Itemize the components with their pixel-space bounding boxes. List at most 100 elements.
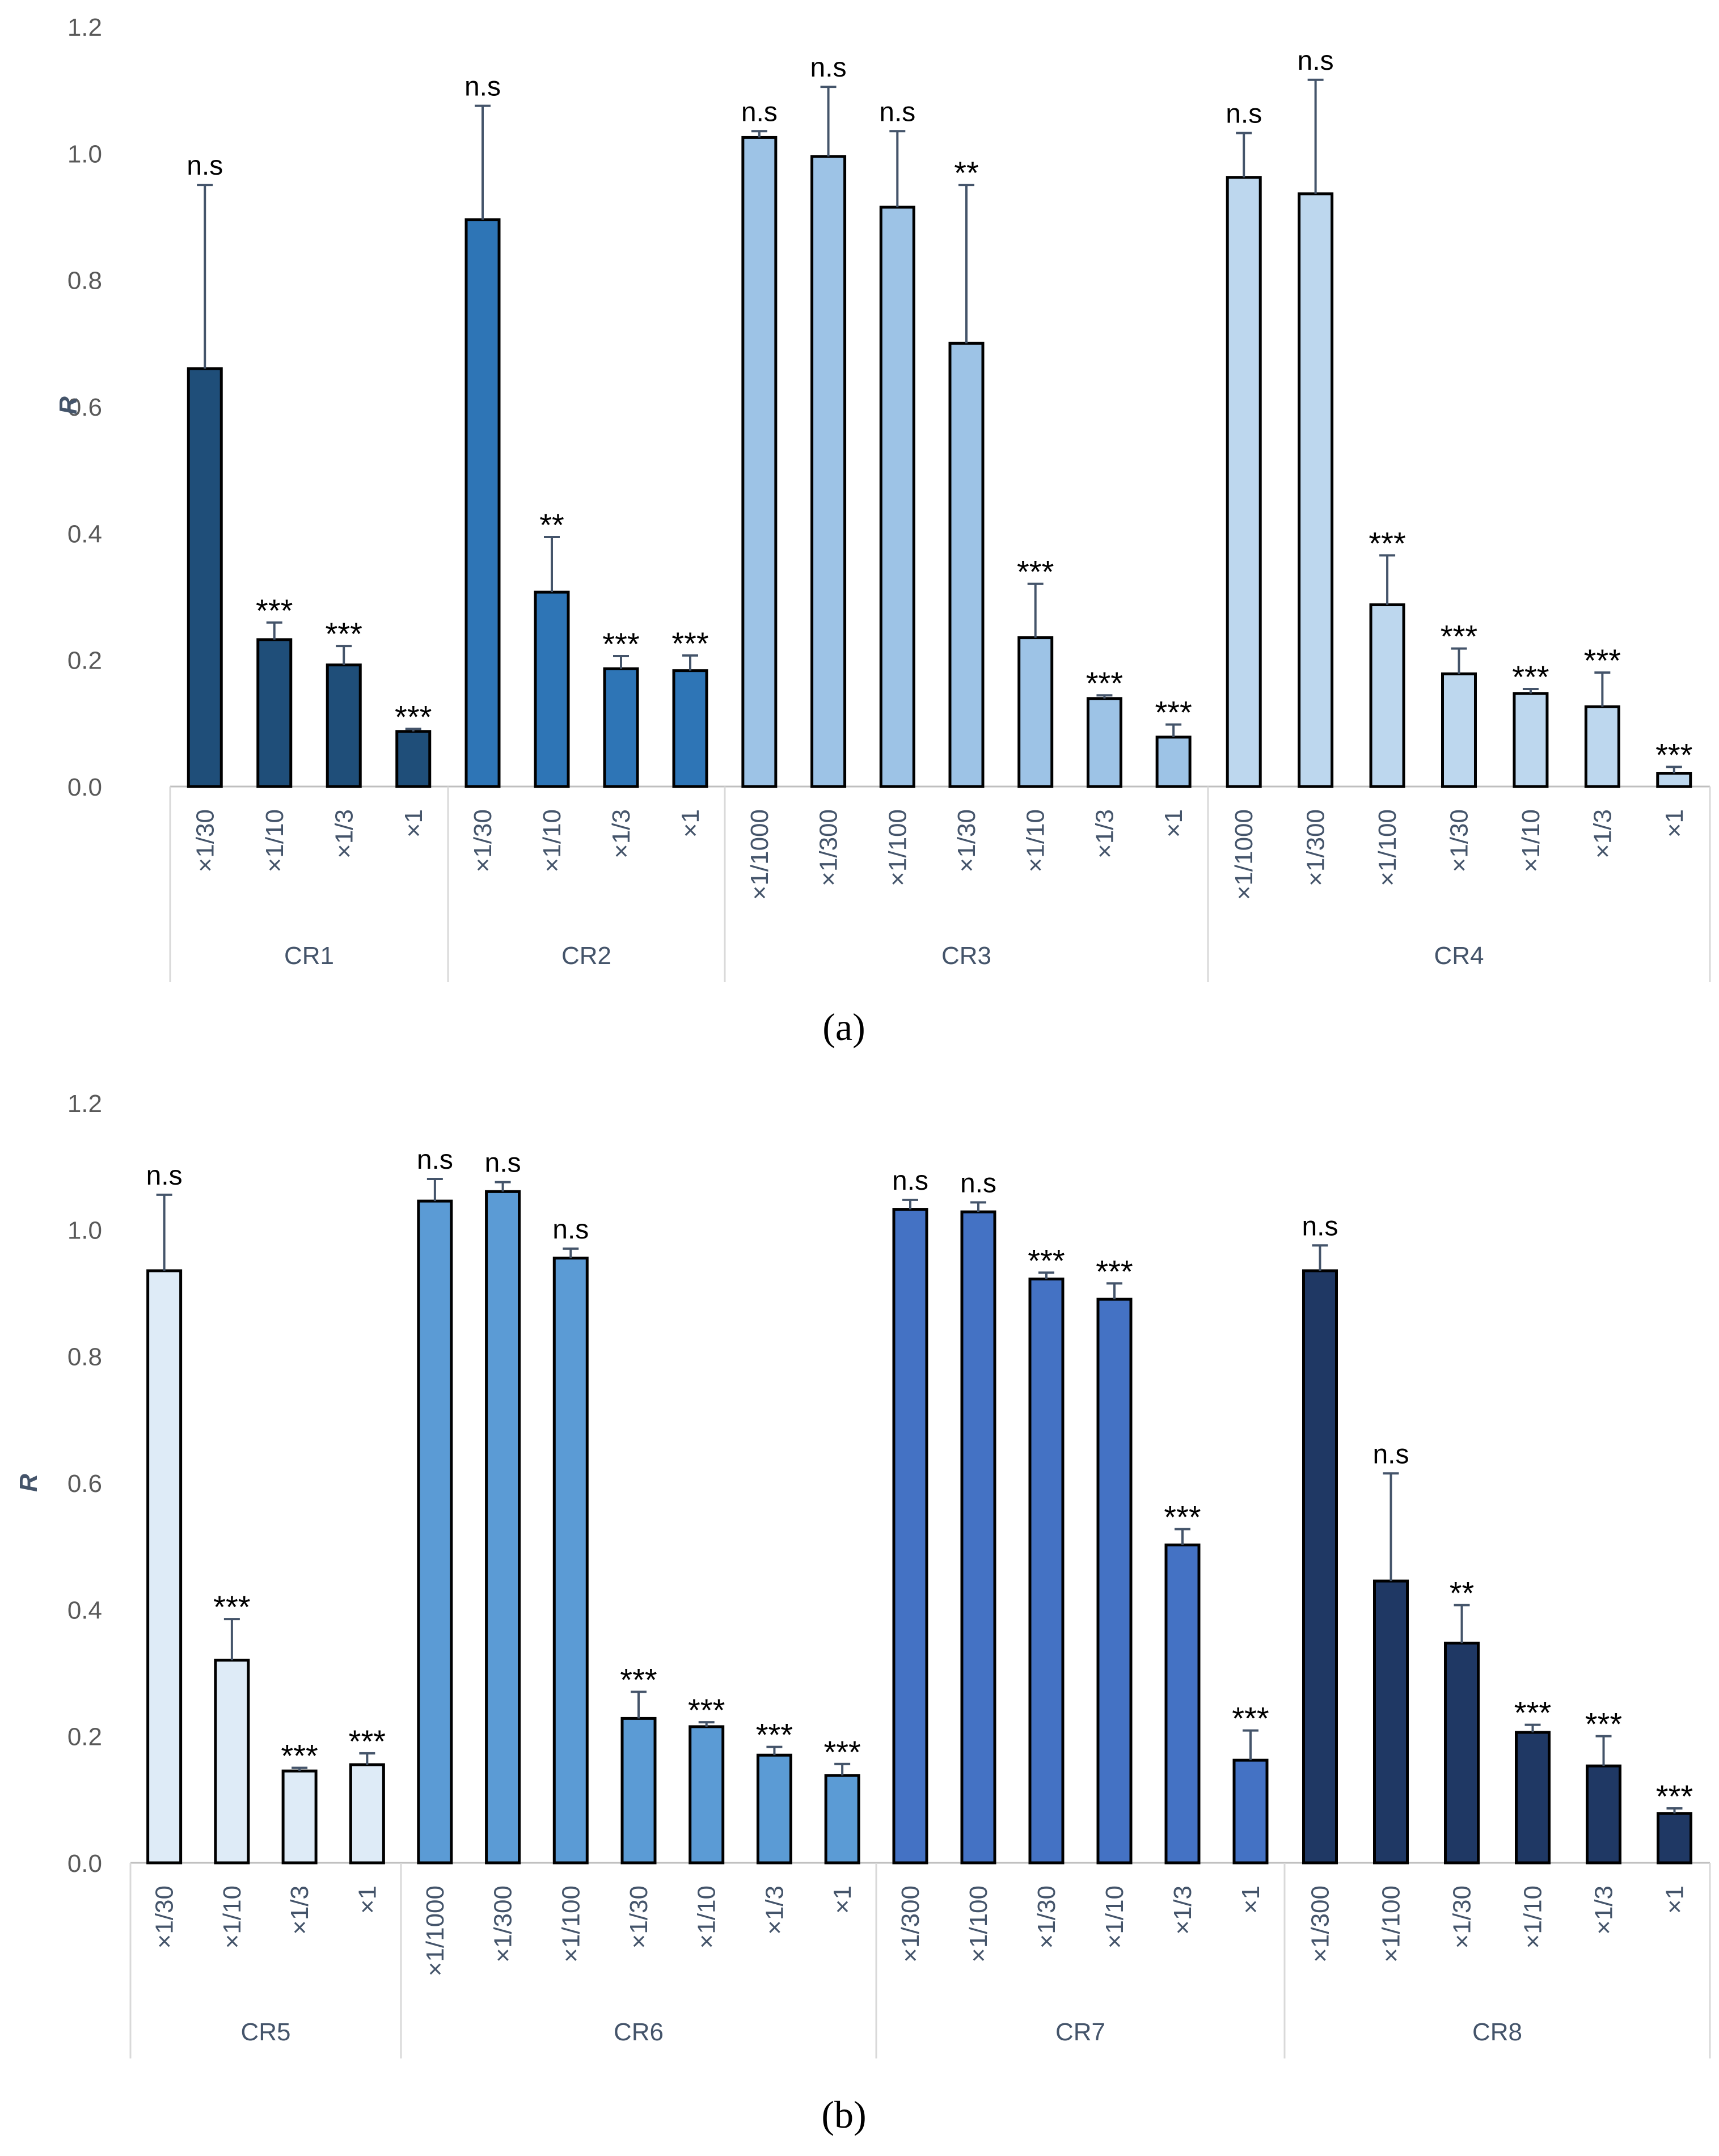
bar <box>534 590 570 788</box>
y-axis-title: R <box>15 1474 43 1492</box>
significance-label: *** <box>1584 642 1621 678</box>
bar <box>741 136 778 788</box>
bar <box>187 367 223 788</box>
bar <box>620 1717 657 1865</box>
bar <box>1515 1731 1551 1865</box>
x-tick-label: ×1/3 <box>1589 809 1616 859</box>
group-label-cr6: CR6 <box>614 2018 664 2046</box>
significance-label: *** <box>1155 695 1192 730</box>
significance-label: n.s <box>417 1145 453 1175</box>
x-tick-label: ×1/100 <box>884 809 911 886</box>
x-tick-label: ×1/100 <box>965 1886 992 1963</box>
x-tick-label: ×1/30 <box>469 809 497 872</box>
x-tick-label: ×1/3 <box>1590 1886 1618 1935</box>
x-tick-label: ×1 <box>1160 809 1188 838</box>
y-tick-label: 0.6 <box>67 1470 102 1498</box>
x-tick-label: ×1/1000 <box>1230 809 1258 900</box>
bar <box>1155 735 1192 788</box>
bar <box>1369 603 1405 788</box>
significance-label: *** <box>1585 1706 1622 1742</box>
y-axis-title: R <box>54 396 82 415</box>
y-tick-label: 0.0 <box>67 1850 102 1878</box>
bar <box>1586 1764 1621 1865</box>
x-tick-label: ×1/1000 <box>421 1886 449 1976</box>
bar <box>281 1769 318 1865</box>
group-label-cr5: CR5 <box>240 2018 290 2046</box>
x-tick-label: ×1/10 <box>693 1886 721 1948</box>
x-tick-label: ×1 <box>1237 1886 1265 1914</box>
x-tick-label: ×1 <box>677 809 704 838</box>
x-tick-label: ×1/30 <box>191 809 219 872</box>
panel-label-b: (b) <box>821 2093 867 2136</box>
bar <box>1657 1812 1692 1865</box>
bar <box>395 730 432 788</box>
significance-label: n.s <box>1372 1439 1409 1469</box>
significance-label: *** <box>1028 1242 1065 1278</box>
bar <box>1226 176 1262 788</box>
significance-label: *** <box>620 1662 657 1698</box>
bar <box>1096 1297 1133 1865</box>
bar <box>1086 697 1122 788</box>
significance-label: ** <box>954 155 979 191</box>
x-tick-label: ×1/10 <box>1022 809 1050 872</box>
group-label-cr7: CR7 <box>1055 2018 1105 2046</box>
significance-label: *** <box>1514 1695 1551 1731</box>
x-tick-label: ×1 <box>1661 1886 1689 1914</box>
bar <box>1164 1543 1201 1865</box>
significance-label: *** <box>213 1589 250 1625</box>
significance-label: *** <box>256 593 293 628</box>
y-tick-label: 0.8 <box>67 1343 102 1371</box>
panel-label-a: (a) <box>822 1005 865 1049</box>
significance-label: n.s <box>810 53 847 83</box>
bar <box>417 1199 453 1865</box>
x-tick-label: ×1 <box>829 1886 856 1914</box>
x-tick-label: ×1/3 <box>330 809 358 859</box>
x-tick-label: ×1/300 <box>897 1886 924 1963</box>
significance-label: n.s <box>187 151 223 181</box>
significance-label: *** <box>326 616 362 652</box>
significance-label: *** <box>1656 1778 1693 1814</box>
significance-label: *** <box>688 1692 725 1728</box>
bar <box>1373 1579 1409 1865</box>
bar <box>1232 1758 1269 1865</box>
bar <box>603 667 639 788</box>
significance-label: *** <box>1512 659 1549 695</box>
x-tick-label: ×1/30 <box>151 1886 179 1948</box>
significance-label: n.s <box>146 1161 183 1191</box>
bar <box>552 1257 589 1865</box>
bar <box>464 218 501 788</box>
x-tick-label: ×1/10 <box>538 809 566 872</box>
significance-label: *** <box>756 1717 793 1753</box>
significance-label: n.s <box>892 1166 928 1196</box>
x-tick-label: ×1 <box>400 809 428 838</box>
x-tick-label: ×1/300 <box>815 809 843 886</box>
group-label-cr1: CR1 <box>284 942 334 970</box>
x-tick-label: ×1/10 <box>261 809 289 872</box>
x-tick-label: ×1/30 <box>625 1886 653 1948</box>
x-tick-label: ×1/10 <box>1517 809 1545 872</box>
bar <box>1298 192 1334 788</box>
x-tick-label: ×1/300 <box>1302 809 1330 886</box>
significance-label: *** <box>1655 737 1692 772</box>
bar <box>1656 772 1692 788</box>
significance-label: n.s <box>1298 46 1334 76</box>
significance-label: ** <box>1450 1575 1475 1611</box>
significance-label: *** <box>1017 554 1054 590</box>
x-tick-label: ×1/10 <box>218 1886 246 1948</box>
significance-label: *** <box>1164 1499 1201 1535</box>
significance-label: n.s <box>741 97 778 127</box>
y-tick-label: 0.2 <box>67 1723 102 1751</box>
bar <box>689 1725 725 1865</box>
x-tick-label: ×1/3 <box>761 1886 788 1935</box>
x-tick-label: ×1/10 <box>1101 1886 1129 1948</box>
bar <box>1017 636 1054 788</box>
x-tick-label: ×1/100 <box>1374 809 1401 886</box>
bar <box>1302 1269 1338 1865</box>
x-tick-label: ×1/30 <box>1446 809 1473 872</box>
bar <box>824 1774 860 1865</box>
y-tick-label: 0.4 <box>67 1596 102 1624</box>
x-tick-label: ×1/30 <box>1448 1886 1476 1948</box>
x-tick-label: ×1 <box>1661 809 1688 838</box>
group-label-cr3: CR3 <box>941 942 991 970</box>
